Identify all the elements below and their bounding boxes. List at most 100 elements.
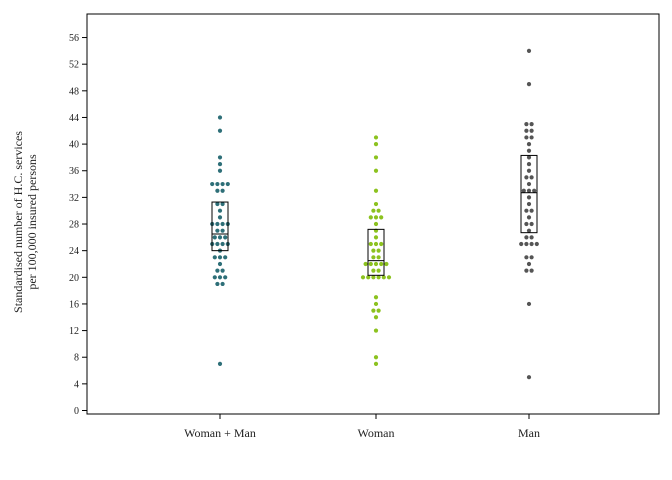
data-point [373, 355, 379, 360]
data-point [217, 361, 223, 366]
y-tick-label: 36 [69, 166, 79, 177]
data-point [526, 142, 532, 147]
y-tick-label: 24 [69, 246, 79, 257]
data-point [215, 281, 220, 287]
x-tick-label: Man [518, 426, 540, 440]
data-point [225, 181, 230, 187]
data-point [526, 48, 532, 53]
data-point [529, 128, 534, 133]
data-point [373, 301, 379, 307]
data-point [368, 215, 373, 220]
data-point [217, 255, 223, 260]
data-point [529, 122, 534, 127]
data-point [220, 228, 225, 233]
data-point [526, 161, 532, 167]
data-point [373, 215, 379, 220]
data-point [220, 201, 225, 207]
data-point [521, 188, 526, 193]
data-point [217, 168, 223, 173]
data-point [526, 155, 532, 160]
data-point [526, 375, 532, 380]
y-tick-label: 56 [69, 33, 79, 44]
data-point [526, 261, 532, 267]
data-point [373, 135, 379, 140]
data-point [526, 188, 532, 193]
data-point [360, 275, 366, 280]
y-tick-label: 8 [74, 353, 79, 364]
data-point [223, 235, 228, 240]
data-point [376, 255, 381, 260]
data-point [524, 135, 529, 140]
data-point [371, 308, 376, 313]
iqr-box [520, 154, 538, 234]
data-point [526, 228, 532, 233]
data-point [524, 255, 529, 260]
data-point [217, 275, 223, 280]
data-point [220, 268, 225, 273]
data-point [368, 261, 373, 267]
data-point [373, 261, 379, 267]
data-point [373, 295, 379, 300]
y-tick-label: 48 [69, 86, 79, 97]
data-point [529, 268, 534, 273]
data-point [217, 115, 223, 120]
data-point [373, 315, 379, 320]
data-point [529, 175, 534, 180]
data-point [220, 221, 225, 227]
data-point [373, 142, 379, 147]
data-point [519, 241, 524, 247]
data-point [379, 215, 384, 220]
data-point [524, 128, 529, 133]
data-point [529, 241, 534, 247]
data-point [524, 221, 529, 227]
data-point [532, 188, 537, 193]
data-point [373, 241, 379, 247]
y-tick-label: 44 [69, 113, 79, 124]
data-point [220, 181, 225, 187]
data-point [373, 221, 379, 227]
data-point [534, 241, 539, 247]
data-point [379, 261, 384, 267]
iqr-box [211, 201, 229, 252]
data-point [210, 181, 215, 187]
data-point [376, 268, 381, 273]
data-point [368, 241, 373, 247]
data-point [217, 215, 223, 220]
y-axis-title: Standardised number of H.C. services [11, 131, 25, 313]
data-point [220, 241, 225, 247]
data-point [529, 208, 534, 213]
y-tick-label: 32 [69, 193, 79, 204]
y-tick-label: 28 [69, 220, 79, 231]
data-point [217, 235, 223, 240]
y-tick-label: 16 [69, 299, 79, 310]
data-point [376, 308, 381, 313]
data-point [526, 181, 532, 187]
data-point [223, 255, 228, 260]
data-point [386, 275, 392, 280]
y-tick-label: 4 [74, 379, 79, 390]
data-point [376, 248, 381, 253]
data-point [373, 361, 379, 366]
data-point [217, 128, 223, 133]
data-point [524, 241, 529, 247]
x-tick-label: Woman [357, 426, 394, 440]
data-point [217, 161, 223, 167]
data-point [371, 268, 376, 273]
plot-frame [86, 13, 660, 415]
data-point [524, 175, 529, 180]
data-point [373, 188, 379, 193]
data-point [371, 208, 376, 213]
x-tick-label: Woman + Man [184, 426, 256, 440]
data-point [217, 261, 223, 267]
data-point [529, 221, 534, 227]
y-axis-title: per 100,000 insured persons [25, 154, 39, 290]
data-point [373, 235, 379, 240]
data-point [215, 228, 220, 233]
data-point [366, 275, 371, 280]
data-point [223, 275, 228, 280]
data-point [526, 82, 532, 87]
data-point [524, 208, 529, 213]
data-point [215, 241, 220, 247]
data-point [526, 195, 532, 200]
data-point [524, 268, 529, 273]
